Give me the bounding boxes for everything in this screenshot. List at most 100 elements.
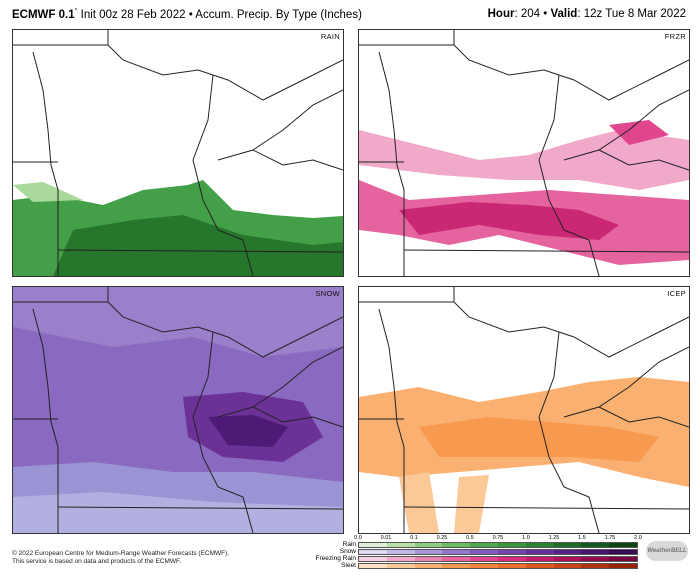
legend-swatch	[386, 564, 415, 568]
legend-swatch	[470, 564, 498, 568]
legend-label-sleet: Sleet	[341, 562, 356, 569]
legend-swatch	[386, 543, 415, 547]
icep-map	[359, 287, 689, 533]
weatherbell-logo: WeatherBELL	[646, 541, 688, 561]
hour-value: : 204	[514, 8, 541, 20]
legend-swatch	[497, 550, 526, 554]
legend-swatch	[386, 557, 415, 561]
legend-swatch	[414, 543, 443, 547]
chart-title: ECMWF 0.1° Init 00z 28 Feb 2022 • Accum.…	[12, 8, 362, 21]
legend-swatch	[470, 550, 498, 554]
model-name: ECMWF 0.1	[12, 8, 75, 21]
legend-swatch	[442, 557, 471, 561]
init-time: Init 00z 28 Feb 2022	[77, 8, 186, 21]
legend-tick: 2.0	[634, 535, 642, 541]
legend-label-freezing-rain: Freezing Rain	[315, 555, 356, 562]
map-panel-snow[interactable]: SNOW	[12, 286, 344, 534]
legend-swatch	[497, 557, 526, 561]
legend-swatch	[386, 550, 415, 554]
legend-tick: 0.1	[410, 535, 418, 541]
copyright-footer: © 2022 European Centre for Medium-Range …	[12, 550, 229, 566]
legend-swatch	[414, 557, 443, 561]
legend-bar-rain	[358, 542, 638, 548]
legend-bar-freezing-rain	[358, 556, 638, 562]
legend-bar-sleet	[358, 563, 638, 569]
legend-swatch	[525, 543, 554, 547]
map-panel-icep[interactable]: ICEP	[358, 286, 690, 534]
snow-map	[13, 287, 343, 533]
icep-south-field-2	[454, 475, 489, 533]
valid-label: Valid	[550, 8, 578, 20]
legend-tick: 0.0	[354, 535, 362, 541]
snow-light-north	[13, 287, 343, 357]
map-panel-rain[interactable]: RAIN	[12, 29, 344, 277]
legend-swatch	[414, 550, 443, 554]
legend-swatch	[359, 564, 387, 568]
legend-label-rain: Rain	[342, 541, 356, 548]
rain-light-field	[13, 182, 83, 202]
legend-swatch	[553, 550, 582, 554]
precip-legend: 0.0 0.01 0.1 0.25 0.5 0.75 1.0 1.25 1.5 1.75 2.0 R…	[300, 535, 642, 573]
product-name: Accum. Precip. By Type (Inches)	[195, 8, 362, 21]
borders	[13, 30, 343, 276]
legend-swatch	[442, 543, 471, 547]
legend-swatch	[442, 564, 471, 568]
legend-swatch	[470, 557, 498, 561]
borders	[359, 30, 689, 276]
legend-swatch	[525, 550, 554, 554]
legend-tick: 1.75	[604, 535, 616, 541]
legend-swatch	[414, 564, 443, 568]
snow-trace-field	[13, 492, 343, 533]
legend-tick: 1.0	[522, 535, 530, 541]
legend-swatch	[581, 550, 610, 554]
icep-heavy-field	[419, 417, 659, 462]
legend-tick: 0.01	[380, 535, 392, 541]
legend-bar-snow	[358, 549, 638, 555]
snow-max-field	[208, 415, 288, 447]
legend-swatch	[470, 543, 498, 547]
legend-swatch	[359, 543, 387, 547]
legend-swatch	[553, 557, 582, 561]
rain-map	[13, 30, 343, 276]
valid-value: : 12z Tue 8 Mar 2022	[577, 8, 686, 20]
borders	[13, 287, 343, 533]
panel-label-rain: RAIN	[320, 32, 340, 41]
valid-time: Hour: 204 • Valid: 12z Tue 8 Mar 2022	[487, 8, 686, 20]
legend-tick: 0.75	[492, 535, 504, 541]
legend-swatch	[609, 557, 637, 561]
borders	[359, 287, 689, 533]
legend-swatch	[359, 550, 387, 554]
legend-swatch	[609, 550, 637, 554]
frzr-map	[359, 30, 689, 276]
legend-swatch	[553, 564, 582, 568]
legend-ticks: 0.0 0.01 0.1 0.25 0.5 0.75 1.0 1.25 1.5 1.75 2.0	[354, 535, 642, 543]
panel-label-frzr: FRZR	[664, 32, 686, 41]
legend-label-snow: Snow	[339, 548, 356, 555]
separator: •	[185, 8, 196, 21]
rain-heavy-field	[53, 215, 343, 276]
legend-swatch	[581, 557, 610, 561]
panel-label-snow: SNOW	[315, 289, 340, 298]
copyright-line-2: This service is based on data and produc…	[12, 558, 182, 565]
legend-swatch	[525, 564, 554, 568]
degree-symbol: °	[74, 8, 78, 15]
legend-row-rain: Rain	[300, 541, 640, 548]
legend-swatch	[581, 543, 610, 547]
frzr-north-field	[609, 120, 669, 145]
legend-tick: 1.25	[548, 535, 560, 541]
legend-swatch	[497, 543, 526, 547]
legend-row-snow: Snow	[300, 548, 640, 555]
legend-swatch	[497, 564, 526, 568]
map-panel-frzr[interactable]: FRZR	[358, 29, 690, 277]
legend-tick: 0.25	[436, 535, 448, 541]
legend-swatch	[442, 550, 471, 554]
legend-row-freezing-rain: Freezing Rain	[300, 555, 640, 562]
legend-tick: 0.5	[466, 535, 474, 541]
legend-swatch	[609, 564, 637, 568]
hour-label: Hour	[487, 8, 515, 20]
legend-swatch	[581, 564, 610, 568]
legend-tick: 1.5	[578, 535, 586, 541]
icep-south-field	[399, 472, 439, 533]
legend-swatch	[553, 543, 582, 547]
copyright-line-1: © 2022 European Centre for Medium-Range …	[12, 550, 230, 557]
